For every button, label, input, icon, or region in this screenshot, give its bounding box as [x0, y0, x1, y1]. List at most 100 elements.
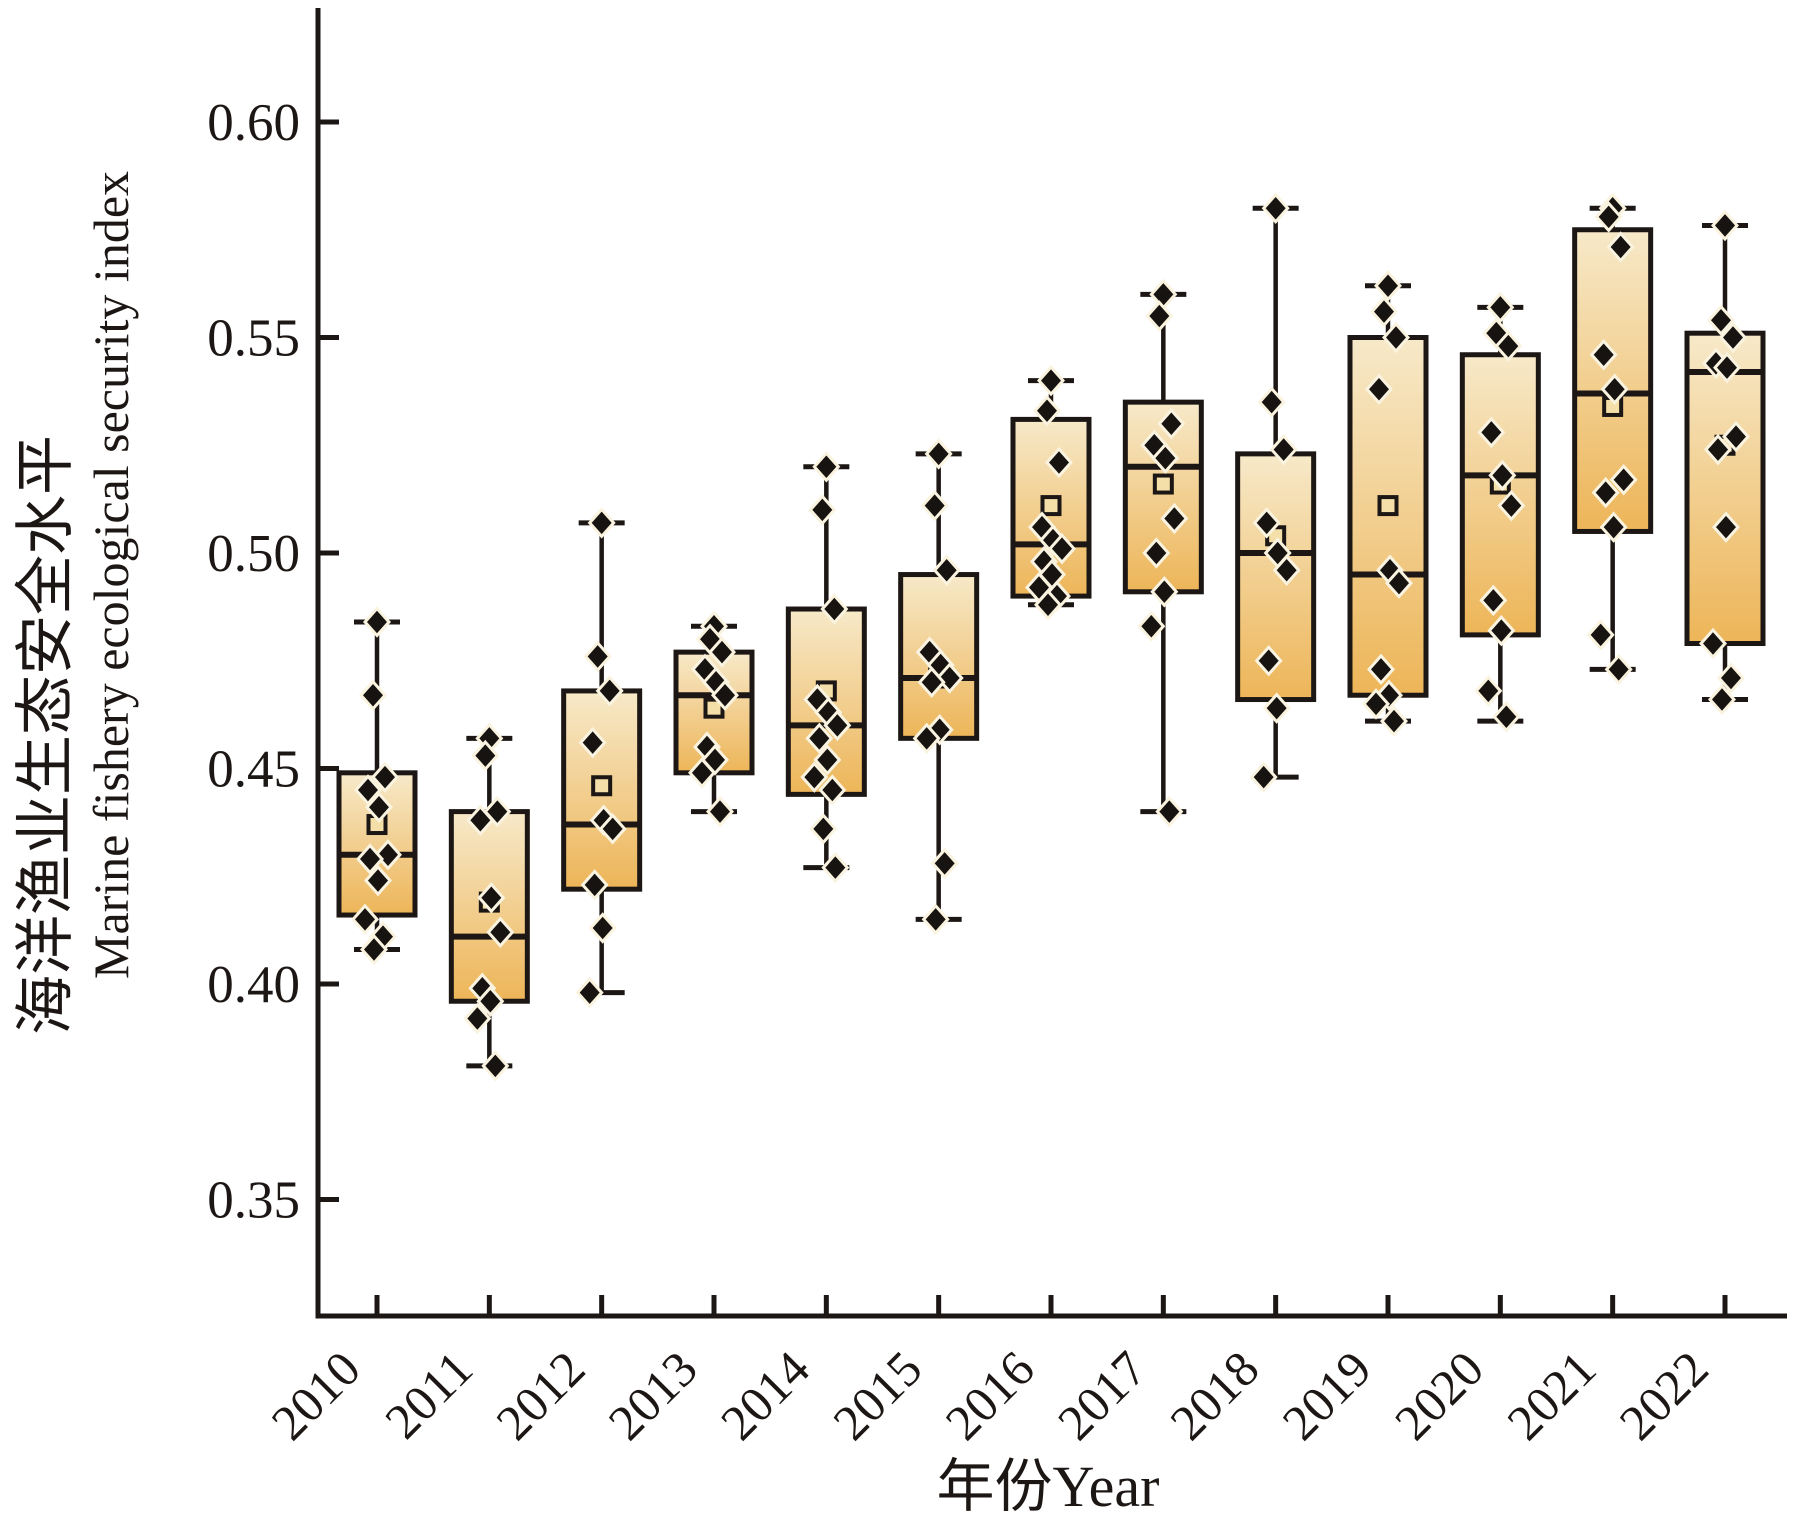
x-tick-label: 2019: [1271, 1340, 1381, 1450]
data-point-diamond: [1599, 511, 1628, 543]
data-point-diamond: [920, 489, 949, 522]
data-point-diamond: [471, 739, 500, 772]
data-point-diamond: [705, 795, 735, 828]
data-point-diamond: [1477, 416, 1506, 449]
data-point-diamond: [1711, 511, 1741, 543]
x-tick-label: 2012: [485, 1340, 595, 1450]
data-point-diamond: [598, 813, 627, 845]
data-point-diamond: [1252, 507, 1281, 539]
data-point-diamond: [1366, 653, 1396, 686]
data-point-diamond: [476, 985, 505, 1017]
data-point-diamond: [1384, 567, 1414, 599]
data-point-diamond: [1142, 537, 1171, 569]
data-point-diamond: [818, 774, 847, 806]
data-point-diamond: [1137, 610, 1166, 643]
x-tick-label: 2014: [710, 1340, 820, 1450]
y-axis-title-en: Marine fishery ecological security index: [83, 171, 139, 979]
data-point-diamond: [1379, 705, 1409, 737]
data-point-diamond: [710, 679, 740, 711]
data-point-diamond: [1591, 476, 1620, 509]
data-point-diamond: [687, 757, 717, 789]
box-group-2018: [1235, 192, 1317, 793]
data-point-diamond: [1487, 614, 1516, 647]
data-point-diamond: [1032, 395, 1062, 427]
data-point-diamond: [1594, 201, 1623, 233]
data-point-diamond: [1036, 364, 1066, 397]
data-point-diamond: [1479, 584, 1508, 617]
box-group-2011: [448, 722, 530, 1082]
data-point-diamond: [1361, 688, 1391, 720]
data-point-diamond: [800, 761, 829, 793]
data-point-diamond: [578, 726, 607, 759]
iqr-box: [1122, 399, 1204, 595]
y-tick-label: 0.40: [207, 956, 300, 1014]
x-tick-label: 2022: [1608, 1340, 1718, 1450]
x-tick-label: 2020: [1384, 1340, 1494, 1450]
y-tick-label: 0.55: [207, 310, 300, 368]
data-point-diamond: [1149, 278, 1178, 311]
mean-marker: [1152, 473, 1174, 495]
data-point-diamond: [1586, 619, 1615, 651]
data-point-diamond: [1707, 683, 1737, 716]
data-point-diamond: [1145, 300, 1174, 332]
box-group-2019: [1347, 270, 1429, 737]
data-point-diamond: [1703, 433, 1733, 466]
data-point-diamond: [707, 636, 737, 668]
data-point-diamond: [588, 912, 617, 944]
data-point-diamond: [587, 507, 616, 539]
data-point-diamond: [358, 679, 388, 711]
data-point-diamond: [583, 640, 612, 673]
data-point-diamond: [1606, 231, 1635, 263]
axes: 0.35 0.40 0.45 0.50 0.55 0.60 2010 2011 2012 2013…: [13, 8, 1787, 1519]
data-point-diamond: [1261, 192, 1290, 224]
data-point-diamond: [1044, 446, 1074, 479]
data-point-diamond: [364, 791, 394, 824]
x-tick-label: 2010: [260, 1340, 370, 1450]
data-point-diamond: [912, 722, 941, 755]
box-group-2013: [673, 610, 755, 828]
data-point-diamond: [477, 882, 506, 914]
data-point-diamond: [1486, 291, 1515, 324]
box-group-2022: [1684, 209, 1766, 716]
mean-marker: [1377, 495, 1399, 517]
data-point-diamond: [1718, 321, 1748, 354]
x-tick-label: 2018: [1159, 1340, 1269, 1450]
data-point-diamond: [1364, 373, 1394, 405]
data-point-diamond: [481, 1050, 510, 1082]
data-point-diamond: [486, 916, 515, 949]
box-group-2020: [1459, 291, 1541, 733]
data-point-diamond: [1160, 502, 1189, 535]
data-point-diamond: [1254, 644, 1283, 677]
mean-marker: [1040, 495, 1062, 517]
data-point-diamond: [823, 709, 852, 742]
data-point-diamond: [1706, 304, 1736, 337]
data-point-diamond: [1272, 554, 1301, 586]
data-point-diamond: [359, 933, 389, 966]
data-point-diamond: [1150, 576, 1179, 608]
x-tick-label: 2021: [1496, 1340, 1606, 1450]
data-point-diamond: [1604, 653, 1633, 686]
data-point-diamond: [1157, 407, 1186, 440]
box-group-2021: [1572, 192, 1654, 686]
data-point-diamond: [353, 774, 383, 806]
y-axis-title-zh: 海洋渔业生态安全水平: [13, 435, 79, 1035]
data-point-diamond: [1698, 627, 1728, 660]
data-point-diamond: [1381, 321, 1411, 354]
data-point-diamond: [820, 593, 849, 625]
x-tick-label: 2017: [1047, 1340, 1157, 1450]
data-point-diamond: [805, 722, 834, 755]
data-point-diamond: [370, 761, 400, 793]
y-tick-label: 0.60: [207, 94, 300, 152]
data-point-diamond: [373, 838, 403, 871]
x-tick-label: 2015: [822, 1340, 932, 1450]
data-point-diamond: [917, 666, 946, 699]
box-group-2016: [1010, 364, 1092, 621]
data-point-diamond: [1492, 701, 1521, 733]
data-point-diamond: [809, 813, 838, 845]
data-point-diamond: [930, 847, 959, 880]
data-point-diamond: [1033, 588, 1063, 621]
data-point-diamond: [1047, 532, 1077, 565]
data-point-diamond: [1269, 433, 1298, 466]
data-point-diamond: [932, 554, 961, 586]
data-point-diamond: [1710, 209, 1740, 242]
